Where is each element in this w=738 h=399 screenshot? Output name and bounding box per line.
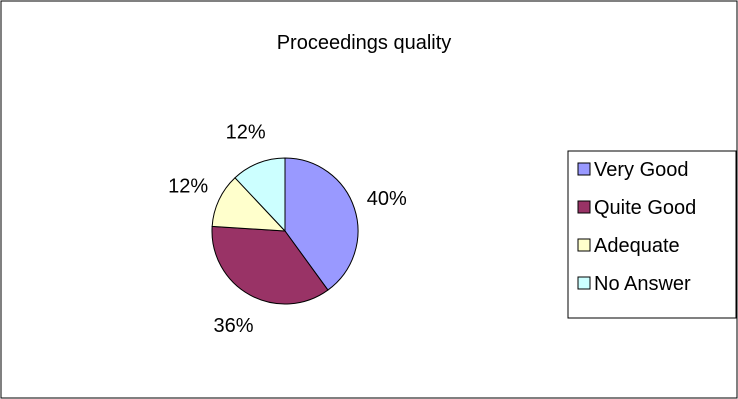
legend-label-quite-good: Quite Good — [594, 197, 696, 219]
pie-slice-no-answer — [234, 157, 286, 233]
legend-label-adequate: Adequate — [594, 235, 680, 257]
legend-swatch-very-good — [577, 162, 591, 176]
data-label-adequate: 12% — [168, 175, 208, 197]
data-label-no-answer: 12% — [226, 122, 266, 144]
legend-label-no-answer: No Answer — [594, 273, 691, 295]
pie-data-labels: 40% 36% 12% 12% — [168, 122, 407, 337]
legend-swatch-no-answer — [577, 276, 591, 290]
data-label-quite-good: 36% — [213, 315, 253, 337]
legend-swatch-adequate — [577, 238, 591, 252]
pie-slice-quite-good — [211, 225, 329, 305]
legend-label-very-good: Very Good — [594, 159, 689, 181]
pie-slices — [211, 157, 359, 305]
data-label-very-good: 40% — [367, 188, 407, 210]
chart-title: Proceedings quality — [277, 32, 452, 54]
legend-box — [567, 150, 737, 319]
legend: Very Good Quite Good Adequate No Answer — [567, 150, 737, 319]
legend-swatch-quite-good — [577, 200, 591, 214]
pie-slice-very-good — [284, 157, 359, 291]
